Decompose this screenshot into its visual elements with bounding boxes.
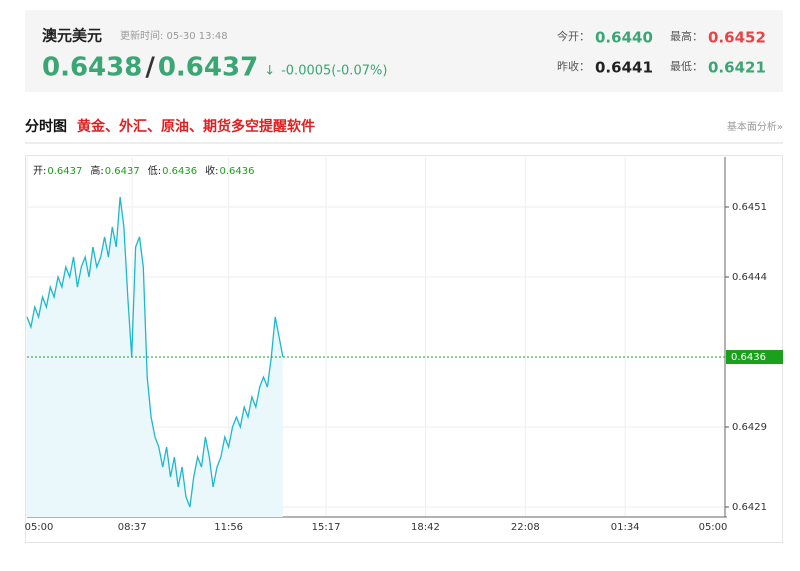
separator: / [145,53,155,83]
x-tick-label: 18:42 [411,522,440,533]
update-time: 更新时间: 05-30 13:48 [120,29,228,42]
x-tick-label: 11:56 [214,522,243,533]
quote-panel [25,10,783,92]
last-price-label: 0.6436 [731,352,766,363]
last-price-tag [726,350,783,364]
stat-value: 0.6421 [708,59,766,77]
info-value: 0.6436 [162,166,197,177]
stat-value: 0.6441 [595,59,653,77]
x-tick-label: 05:00 [699,522,728,533]
stat-label: 最低： [670,60,703,73]
stat-value: 0.6452 [708,29,766,47]
chart-frame [25,155,783,543]
x-tick-label: 22:08 [511,522,540,533]
change-arrow: ↓ [264,64,275,79]
y-tick-label: 0.6421 [732,502,767,513]
price-area [27,197,283,517]
info-label: 开: [33,166,46,177]
x-tick-label: 05:00 [25,522,54,533]
symbol-name: 澳元美元 [42,27,102,45]
info-label: 收: [205,164,218,177]
info-label: 低: [148,164,161,177]
y-tick-label: 0.6451 [732,202,767,213]
change: -0.0005(-0.07%) [281,64,387,79]
stat-label: 昨收： [557,59,590,73]
info-label: 高: [90,164,103,177]
y-tick-label: 0.6444 [732,272,767,283]
price-line [26,196,284,508]
fundamental-link[interactable]: 基本面分析» [727,120,783,133]
stat-label: 今开： [557,29,590,43]
section-title: 分时图 [25,118,67,135]
info-value: 0.6437 [105,166,140,177]
info-value: 0.6436 [220,166,255,177]
stat-value: 0.6440 [595,29,653,47]
x-tick-label: 08:37 [118,522,147,533]
x-tick-label: 01:34 [611,522,640,533]
bid-price: 0.6438 [42,53,142,83]
promo-link[interactable]: 黄金、外汇、原油、期货多空提醒软件 [77,118,315,135]
ask-price: 0.6437 [158,53,258,83]
stat-label: 最高： [670,29,703,43]
x-tick-label: 15:17 [312,522,341,533]
info-value: 0.6437 [47,166,82,177]
y-tick-label: 0.6429 [732,422,767,433]
